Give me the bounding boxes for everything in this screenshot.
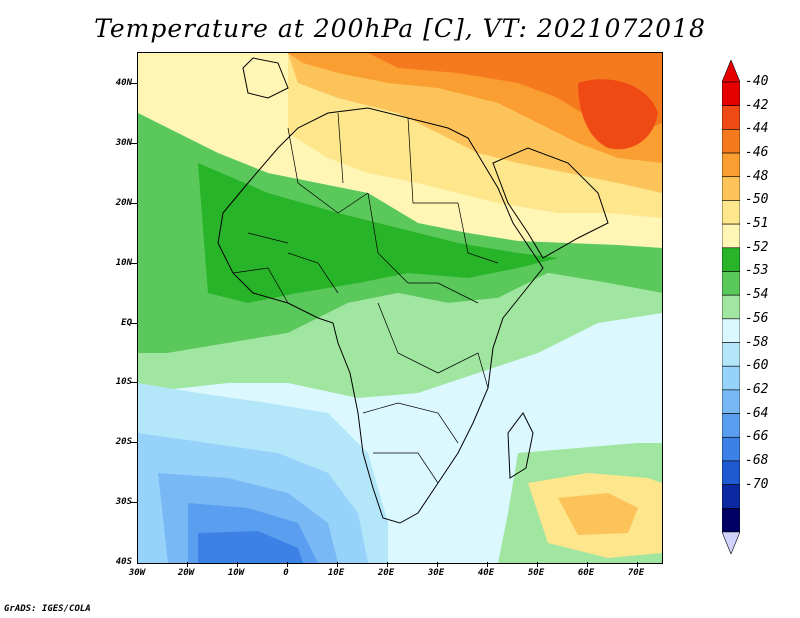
lon-tick [637, 562, 638, 567]
colorbar-box [722, 81, 740, 106]
colorbar-box [722, 223, 740, 249]
lon-label-50e: 50E [527, 568, 545, 578]
lon-label-10w: 10W [227, 568, 245, 578]
lon-label-70e: 70E [627, 568, 645, 578]
colorbar [722, 60, 740, 554]
temperature-field [138, 53, 662, 563]
colorbar-label: -42 [745, 97, 769, 113]
colorbar-label: -68 [745, 452, 769, 468]
iberia-coastline [242, 57, 289, 99]
lon-tick [437, 562, 438, 567]
lat-label-eq: EQ [121, 318, 132, 328]
colorbar-box [722, 460, 740, 485]
lon-label-60e: 60E [577, 568, 595, 578]
colorbar-label: -60 [745, 358, 769, 374]
colorbar-box [722, 247, 740, 272]
lon-tick [237, 562, 238, 567]
colorbar-box [722, 105, 740, 130]
colorbar-label: -53 [745, 263, 769, 279]
lat-tick [131, 203, 137, 204]
lon-label-20e: 20E [377, 568, 395, 578]
field-42 [578, 79, 658, 150]
lat-label-20n: 20N [115, 198, 132, 208]
lat-label-40s: 40S [115, 557, 132, 567]
colorbar-label: -50 [745, 192, 769, 208]
colorbar-box [722, 508, 740, 533]
colorbar-label: -54 [745, 287, 769, 303]
field-54-transition [138, 273, 662, 398]
map-title: Temperature at 200hPa [C], VT: 202107201… [94, 14, 706, 43]
lat-tick [131, 143, 137, 144]
colorbar-box [722, 389, 740, 414]
colorbar-label: -40 [745, 74, 769, 89]
lon-label-10e: 10E [327, 568, 345, 578]
africa-coastline [217, 107, 544, 524]
lon-label-30w: 30W [128, 568, 146, 578]
lon-tick [337, 562, 338, 567]
lon-tick [587, 562, 588, 567]
colorbar-box [722, 413, 740, 438]
lat-label-10s: 10S [115, 377, 132, 387]
colorbar-boxes [722, 60, 740, 554]
lat-tick [131, 83, 137, 84]
colorbar-label: -58 [745, 334, 769, 350]
lat-tick [131, 382, 137, 383]
field-52 [198, 163, 558, 303]
lon-tick [537, 562, 538, 567]
lon-label-30e: 30E [427, 568, 445, 578]
lat-tick [131, 442, 137, 443]
colorbar-label: -44 [745, 121, 769, 137]
lat-label-30n: 30N [115, 138, 132, 148]
map-plot-area [137, 52, 663, 564]
madagascar-coastline [507, 412, 534, 479]
lat-label-20s: 20S [115, 437, 132, 447]
colorbar-label: -70 [745, 476, 769, 492]
lon-tick [287, 562, 288, 567]
field-64 [198, 531, 303, 563]
colorbar-label: -46 [745, 145, 769, 161]
colorbar-label: -48 [745, 168, 769, 184]
colorbar-box [722, 484, 740, 509]
colorbar-box [722, 176, 740, 201]
colorbar-label: -52 [745, 239, 769, 255]
lon-label-20w: 20W [177, 568, 195, 578]
lon-tick [487, 562, 488, 567]
colorbar-label: -62 [745, 381, 769, 397]
lat-label-40n: 40N [115, 78, 132, 88]
colorbar-label: -64 [745, 405, 769, 421]
country-borders [232, 112, 499, 484]
colorbar-box [722, 200, 740, 225]
colorbar-box [722, 318, 740, 343]
lat-tick [131, 263, 137, 264]
colorbar-box [722, 152, 740, 178]
colorbar-label: -56 [745, 310, 769, 326]
colorbar-box [722, 294, 740, 320]
colorbar-label: -66 [745, 429, 769, 445]
colorbar-bottom-triangle [722, 531, 740, 554]
colorbar-box [722, 129, 740, 154]
colorbar-label: -51 [745, 216, 769, 232]
lon-tick [187, 562, 188, 567]
lat-tick [131, 502, 137, 503]
lon-label-40e: 40E [477, 568, 495, 578]
lat-label-10n: 10N [115, 258, 132, 268]
colorbar-box [722, 365, 740, 391]
lat-tick [131, 323, 137, 324]
colorbar-box [722, 271, 740, 296]
colorbar-box [722, 436, 740, 462]
lat-label-30s: 30S [115, 497, 132, 507]
arabia-coastline [492, 147, 609, 259]
lon-tick [387, 562, 388, 567]
field-48-south [558, 493, 638, 535]
colorbar-top-triangle [722, 60, 740, 83]
colorbar-box [722, 342, 740, 367]
credit-text: GrADS: IGES/COLA [4, 604, 91, 614]
lon-label-0: 0 [283, 568, 289, 578]
